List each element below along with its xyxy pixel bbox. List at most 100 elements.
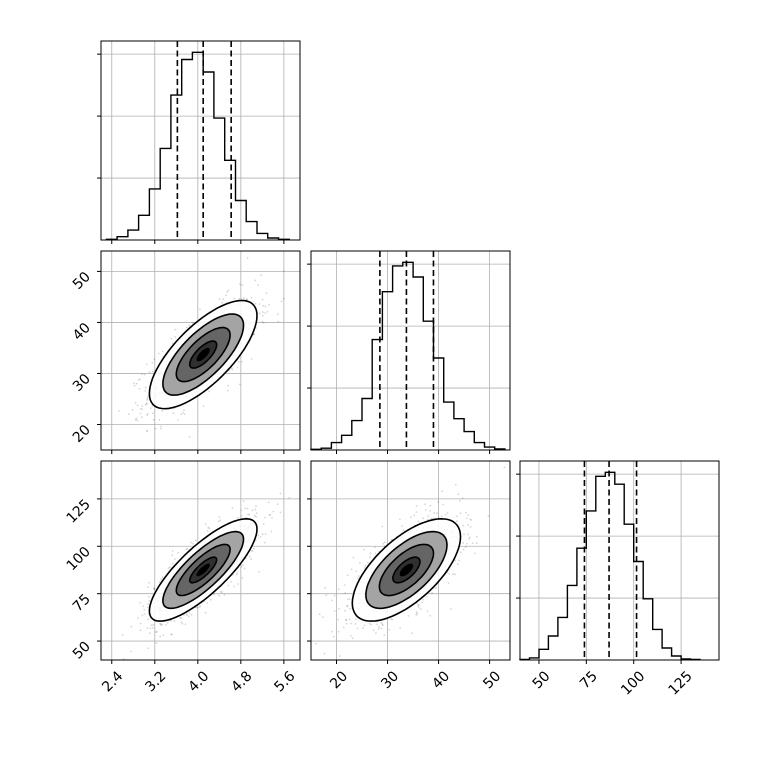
sample-point bbox=[250, 549, 253, 552]
density-core bbox=[399, 563, 414, 577]
sample-point bbox=[254, 279, 257, 282]
sample-point bbox=[268, 514, 271, 516]
sample-point bbox=[342, 626, 345, 629]
sample-point bbox=[350, 568, 353, 571]
sample-point bbox=[139, 408, 142, 410]
sample-point bbox=[433, 512, 436, 515]
sample-point bbox=[464, 546, 467, 549]
scatter-body bbox=[315, 466, 506, 657]
sample-point bbox=[185, 548, 188, 551]
sample-point bbox=[417, 520, 420, 523]
sample-point bbox=[436, 512, 438, 514]
x-tick-label: 125 bbox=[665, 668, 695, 698]
sample-point bbox=[410, 516, 412, 519]
sample-point bbox=[159, 622, 162, 625]
sample-point bbox=[130, 625, 133, 628]
sample-point bbox=[272, 510, 275, 513]
sample-point bbox=[140, 373, 143, 376]
sample-point bbox=[475, 536, 478, 538]
sample-point bbox=[220, 591, 223, 594]
sample-point bbox=[255, 505, 257, 508]
sample-point bbox=[279, 511, 282, 514]
sample-point bbox=[242, 564, 244, 566]
y-tick-label: 40 bbox=[70, 320, 94, 344]
sample-point bbox=[282, 297, 285, 300]
sample-point bbox=[255, 515, 257, 518]
sample-point bbox=[146, 398, 149, 400]
sample-point bbox=[226, 389, 229, 392]
sample-point bbox=[264, 305, 267, 308]
contour-line bbox=[162, 313, 245, 396]
sample-point bbox=[177, 551, 180, 554]
sample-point bbox=[368, 622, 371, 625]
sample-point bbox=[381, 623, 384, 626]
sample-point bbox=[415, 613, 418, 616]
sample-point bbox=[161, 409, 164, 412]
sample-point bbox=[245, 516, 248, 519]
sample-point bbox=[217, 520, 220, 523]
histogram-step-0 bbox=[105, 51, 290, 240]
sample-point bbox=[372, 629, 375, 632]
sample-point bbox=[380, 622, 383, 624]
sample-point bbox=[503, 466, 506, 469]
sample-point bbox=[227, 584, 230, 587]
sample-point bbox=[206, 530, 209, 532]
sample-point bbox=[251, 509, 254, 512]
x-tick-label: 50 bbox=[530, 668, 554, 692]
sample-point bbox=[161, 350, 164, 353]
sample-point bbox=[441, 490, 444, 493]
sample-point bbox=[162, 634, 165, 636]
sample-point bbox=[143, 609, 146, 611]
sample-point bbox=[238, 297, 241, 300]
contour-line bbox=[365, 530, 448, 610]
sample-point bbox=[136, 419, 139, 422]
sample-point bbox=[424, 509, 427, 511]
sample-point bbox=[141, 408, 144, 410]
sample-point bbox=[230, 580, 233, 583]
sample-point bbox=[426, 610, 429, 612]
sample-point bbox=[261, 533, 264, 536]
sample-point bbox=[277, 320, 280, 323]
sample-point bbox=[180, 413, 183, 416]
sample-point bbox=[253, 333, 256, 336]
sample-point bbox=[262, 523, 265, 526]
x-tick-label: 75 bbox=[577, 668, 601, 692]
sample-point bbox=[351, 637, 354, 640]
sample-point bbox=[148, 581, 150, 584]
sample-point bbox=[191, 321, 194, 324]
y-tick-label: 100 bbox=[64, 544, 94, 574]
sample-point bbox=[147, 618, 150, 621]
sample-point bbox=[250, 296, 253, 299]
sample-point bbox=[146, 606, 149, 608]
sample-point bbox=[370, 623, 372, 626]
sample-point bbox=[448, 573, 451, 575]
sample-point bbox=[240, 509, 243, 512]
sample-point bbox=[244, 507, 246, 510]
sample-point bbox=[208, 527, 211, 530]
sample-point bbox=[196, 606, 199, 609]
contour-line bbox=[162, 530, 245, 610]
sample-point bbox=[144, 386, 147, 389]
sample-point bbox=[427, 518, 429, 521]
sample-point bbox=[280, 300, 283, 303]
sample-point bbox=[238, 360, 240, 363]
sample-point bbox=[263, 541, 266, 544]
sample-point bbox=[146, 430, 148, 433]
sample-point bbox=[149, 407, 152, 409]
sample-point bbox=[157, 352, 160, 355]
sample-point bbox=[194, 539, 197, 542]
sample-point bbox=[146, 402, 148, 404]
x-tick-label: 20 bbox=[327, 668, 351, 692]
sample-point bbox=[375, 632, 377, 634]
scatter-panel-1-2 bbox=[307, 460, 511, 664]
density-core bbox=[196, 347, 210, 362]
sample-point bbox=[171, 554, 174, 557]
panel-frame bbox=[100, 250, 301, 451]
sample-point bbox=[171, 342, 174, 345]
sample-point bbox=[427, 515, 430, 517]
sample-point bbox=[138, 378, 141, 381]
sample-point bbox=[437, 501, 440, 504]
sample-point bbox=[369, 552, 372, 555]
sample-point bbox=[254, 514, 256, 517]
sample-point bbox=[348, 598, 351, 600]
